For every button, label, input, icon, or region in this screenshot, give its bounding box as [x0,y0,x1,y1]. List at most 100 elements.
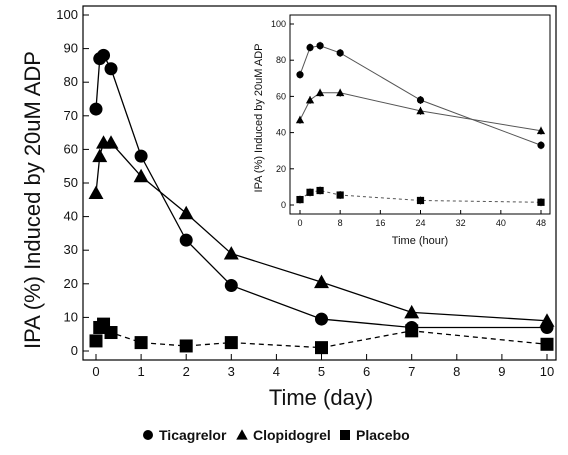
main-y-tick-label: 40 [64,209,78,224]
inset-frame-box [289,14,551,215]
main-x-tick-label: 6 [363,364,370,379]
main-clopidogrel-point [539,313,555,327]
legend-placebo-marker [340,430,350,440]
inset-placebo-point [306,188,314,196]
inset-x-tick-label: 0 [297,218,302,228]
inset-x-tick-label: 8 [338,218,343,228]
main-clopidogrel-point [178,205,194,220]
inset-placebo-point [316,186,324,195]
inset-plot-series [295,41,546,207]
legend-clopidogrel-marker [236,429,248,440]
main-ticagrelor-point [97,48,111,62]
inset-x-tick-label: 32 [456,218,466,228]
main-placebo-point [134,336,148,350]
inset-x-tick-label: 16 [375,218,385,228]
main-ticagrelor-point [179,233,193,247]
inset-clopidogrel-point [336,88,345,97]
main-placebo-point [224,336,238,350]
main-clopidogrel-line [95,142,548,322]
inset-clopidogrel-point [536,126,546,135]
inset-ticagrelor-line [299,45,542,146]
main-placebo-point [179,339,193,353]
inset-clopidogrel-point [416,106,425,115]
main-plot-series [88,48,555,355]
main-y-tick-label: 10 [64,309,78,324]
inset-x-tick-label: 24 [415,218,425,228]
main-x-tick-label: 4 [273,364,280,379]
main-clopidogrel-point [88,185,104,200]
main-placebo-point [405,324,419,338]
inset-x-tick-label: 48 [536,218,546,228]
main-y-tick-label: 60 [64,141,78,156]
inset-ticagrelor-point [296,71,304,79]
inset-clopidogrel-line [299,92,542,132]
inset-y-tick-label: 0 [281,200,286,210]
legend-ticagrelor-label: Ticagrelor [159,427,227,443]
inset-clopidogrel-point [315,88,325,97]
inset-ticagrelor-point [537,141,545,149]
inset-ticagrelor-point [316,42,324,50]
inset-clopidogrel-point [305,95,315,104]
inset-axis-ticks: 0 8 16 24 32 40 48 0 20 40 60 80 100 [271,19,546,228]
main-x-tick-label: 9 [498,364,505,379]
main-ticagrelor-point [89,102,103,116]
legend-ticagrelor-marker [143,430,153,440]
main-ticagrelor-point [134,149,148,163]
legend-placebo-label: Placebo [356,427,410,443]
main-placebo-point [315,341,328,355]
main-y-tick-label: 70 [64,108,78,123]
main-placebo-point [540,337,554,351]
inset-placebo-point [537,198,545,206]
main-y-tick-label: 30 [64,242,78,257]
inset-y-tick-label: 60 [276,91,286,101]
main-y-tick-label: 0 [71,343,78,358]
main-x-tick-label: 0 [92,364,99,379]
main-clopidogrel-point [314,274,329,289]
main-y-tick-label: 50 [64,175,78,190]
inset-y-tick-label: 20 [276,164,286,174]
main-ticagrelor-point [315,312,328,326]
main-placebo-point [104,326,118,340]
main-clopidogrel-point [103,135,119,149]
inset-x-tick-label: 40 [496,218,506,228]
inset-ticagrelor-point [336,49,344,57]
inset-clopidogrel-point [295,115,305,124]
main-x-tick-label: 3 [228,364,235,379]
main-placebo-point [89,334,103,348]
inset-placebo-point [416,196,425,205]
inset-y-axis-title: IPA (%) Induced by 20uM ADP [253,44,265,193]
main-clopidogrel-point [133,168,149,183]
main-clopidogrel-point [404,304,420,319]
main-ticagrelor-point [224,278,238,292]
main-x-tick-label: 10 [540,364,554,379]
inset-y-tick-label: 40 [276,128,286,138]
main-clopidogrel-point [92,148,108,163]
main-x-tick-label: 8 [453,364,460,379]
main-clopidogrel-point [223,246,239,260]
inset-x-axis-title: Time (hour) [392,235,448,247]
inset-y-tick-label: 100 [271,19,286,29]
inset-y-tick-label: 80 [276,55,286,65]
main-ticagrelor-point [104,62,118,76]
inset-plot-frame [289,14,551,215]
main-x-tick-label: 7 [408,364,415,379]
inset-ticagrelor-point [416,96,425,104]
inset-placebo-point [336,191,344,199]
main-y-tick-label: 20 [64,276,78,291]
main-x-tick-label: 2 [183,364,190,379]
main-y-tick-label: 90 [64,41,78,56]
main-x-axis-title: Time (day) [269,385,373,410]
inset-ticagrelor-point [306,43,314,52]
main-x-tick-label: 1 [137,364,144,379]
chart-legend: Ticagrelor Clopidogrel Placebo [143,427,410,443]
main-y-axis-title: IPA (%) Induced by 20uM ADP [20,51,45,349]
main-y-tick-label: 80 [64,74,78,89]
main-placebo-line [95,323,548,349]
inset-placebo-point [296,195,304,204]
inset-placebo-line [299,190,542,203]
main-y-tick-label: 100 [56,7,78,22]
main-x-tick-label: 5 [318,364,325,379]
